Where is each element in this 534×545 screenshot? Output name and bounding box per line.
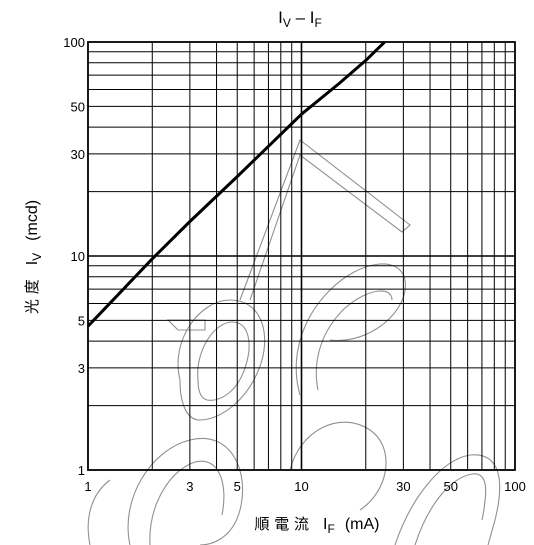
x-tick-label: 10 xyxy=(294,479,308,494)
x-axis-label-sub: F xyxy=(328,522,335,536)
y-tick-label: 50 xyxy=(71,99,85,114)
x-tick-label: 50 xyxy=(443,479,457,494)
y-tick-labels: 1 3 5 10 30 50 100 xyxy=(63,35,85,478)
y-tick-label: 5 xyxy=(78,313,85,328)
y-tick-label: 30 xyxy=(71,147,85,162)
y-tick-label: 100 xyxy=(63,35,85,50)
x-tick-label: 100 xyxy=(504,479,526,494)
x-tick-label: 3 xyxy=(186,479,193,494)
x-tick-label: 30 xyxy=(396,479,410,494)
title-sub-a: V xyxy=(283,16,291,30)
y-axis-label: 光 度 IV (mcd) xyxy=(23,200,44,314)
y-axis-label-symbol: I xyxy=(24,261,41,265)
plot-frame xyxy=(87,41,516,471)
series-line-0 xyxy=(86,40,386,328)
y-tick-label: 1 xyxy=(78,463,85,478)
chart-title: IV – IF xyxy=(278,8,322,30)
title-sub-b: F xyxy=(315,16,322,30)
title-symbol-a: I xyxy=(278,8,283,27)
y-axis-label-unit: (mcd) xyxy=(24,200,41,241)
x-axis-label-symbol: I xyxy=(323,516,327,533)
x-tick-label: 1 xyxy=(84,479,91,494)
y-tick-label: 10 xyxy=(71,249,85,264)
x-axis-label: 順 電 流 IF (mA) xyxy=(255,515,380,536)
title-symbol-b: I xyxy=(310,8,315,27)
title-dash: – xyxy=(291,8,310,27)
x-axis-label-cjk: 順 電 流 xyxy=(255,515,310,533)
x-tick-labels: 1 3 5 10 30 50 100 xyxy=(84,479,525,494)
y-axis-label-cjk: 光 度 xyxy=(23,279,41,314)
x-axis-label-unit: (mA) xyxy=(345,516,380,533)
x-tick-label: 5 xyxy=(234,479,241,494)
watermark-logo xyxy=(87,139,501,545)
series-layer xyxy=(86,40,386,328)
y-tick-label: 3 xyxy=(78,361,85,376)
y-axis-label-sub: V xyxy=(30,253,44,261)
plot-grid xyxy=(87,41,516,471)
